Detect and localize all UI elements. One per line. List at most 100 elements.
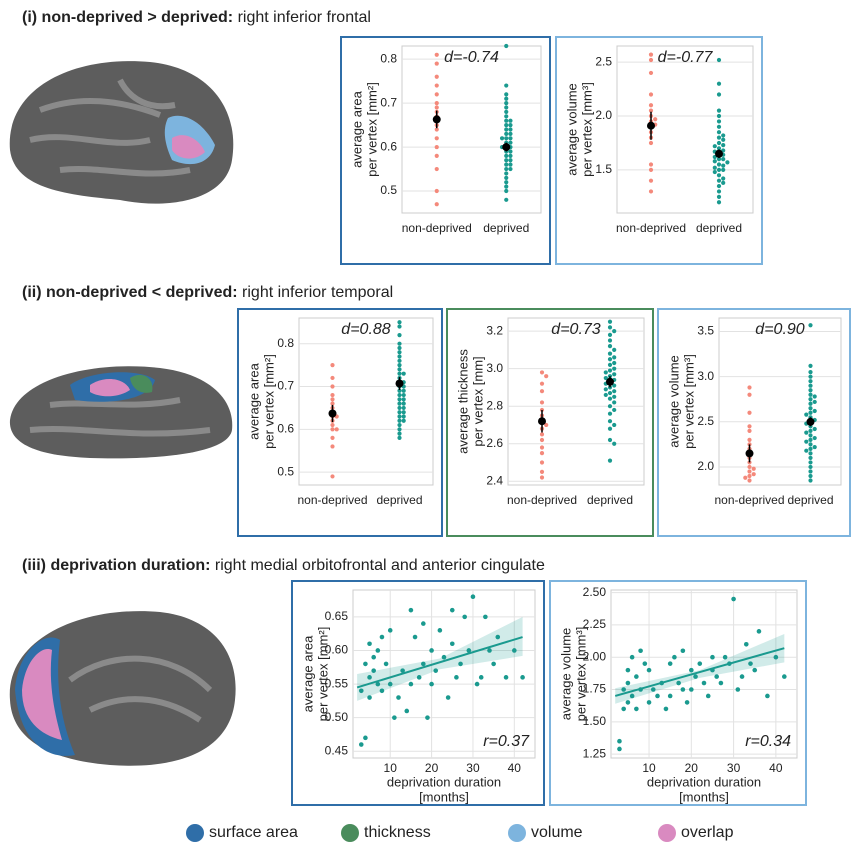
y-axis-label: per vertex [mm²] <box>364 82 379 177</box>
data-point <box>504 153 509 158</box>
y-tick-label: 2.50 <box>583 585 607 599</box>
confidence-band <box>357 616 523 701</box>
mean-marker <box>328 409 337 418</box>
data-point <box>401 397 406 402</box>
data-point <box>710 667 715 673</box>
data-point <box>808 451 813 456</box>
y-tick-label: 2.6 <box>486 436 503 450</box>
data-point <box>433 668 439 673</box>
data-point <box>508 166 513 172</box>
data-point <box>716 183 722 189</box>
x-tick-label: 30 <box>727 761 741 775</box>
data-point <box>607 411 613 416</box>
panel-frame <box>446 308 654 537</box>
data-point <box>747 464 752 470</box>
x-tick-label: 30 <box>466 761 480 775</box>
data-point <box>539 451 545 456</box>
data-point <box>434 101 439 106</box>
data-point <box>751 472 756 477</box>
data-point <box>401 418 406 423</box>
section-title: (i) non-deprived > deprived: right infer… <box>22 9 371 26</box>
data-point <box>812 394 817 399</box>
data-point <box>330 474 335 479</box>
mean-marker <box>502 143 511 152</box>
data-point <box>379 688 385 694</box>
data-point <box>721 157 726 162</box>
data-point <box>504 105 509 110</box>
data-point <box>607 368 613 373</box>
y-axis-label: average area <box>349 90 364 167</box>
data-point <box>397 414 402 419</box>
data-point <box>655 693 660 699</box>
data-point <box>379 634 385 640</box>
data-point <box>363 661 368 667</box>
data-point <box>689 687 694 692</box>
data-point <box>808 406 813 411</box>
data-point <box>334 427 339 432</box>
y-tick-label: 0.6 <box>380 139 397 153</box>
data-point <box>716 173 722 178</box>
data-point <box>397 431 402 436</box>
y-tick-label: 1.50 <box>583 714 607 728</box>
mean-marker <box>432 115 441 124</box>
data-point <box>747 437 752 442</box>
legend-swatch <box>508 824 526 842</box>
data-point <box>716 113 722 119</box>
data-point <box>429 681 434 687</box>
data-point <box>504 136 509 141</box>
data-point <box>612 383 617 388</box>
data-point <box>504 197 509 202</box>
data-point <box>612 394 617 399</box>
data-point <box>808 469 813 474</box>
data-point <box>508 118 513 123</box>
data-point <box>625 700 631 705</box>
y-tick-label: 0.8 <box>277 336 294 350</box>
data-point <box>607 396 613 401</box>
y-tick-label: 0.55 <box>325 676 349 690</box>
data-point <box>539 389 545 394</box>
data-point <box>812 435 817 441</box>
data-point <box>648 162 654 167</box>
mean-marker <box>715 149 723 158</box>
data-point <box>367 695 372 700</box>
data-point <box>735 687 741 692</box>
data-point <box>434 83 439 88</box>
data-point <box>808 446 813 451</box>
data-point <box>676 680 681 686</box>
section-text: right inferior temporal <box>242 284 393 301</box>
y-tick-label: 2.4 <box>486 473 503 487</box>
annotation: d=-0.74 <box>444 49 499 66</box>
data-point <box>401 401 406 406</box>
panel-frame <box>555 36 763 265</box>
legend-label: surface area <box>209 824 298 841</box>
mean-marker <box>395 379 404 388</box>
data-point <box>383 661 389 667</box>
legend-swatch <box>186 824 204 842</box>
data-point <box>716 189 722 194</box>
x-tick-label: 10 <box>384 761 398 775</box>
data-point <box>808 388 813 393</box>
legend-swatch <box>341 824 359 842</box>
x-tick-label: deprived <box>483 221 529 235</box>
data-point <box>401 371 406 376</box>
y-tick-label: 3.0 <box>697 369 714 383</box>
data-point <box>603 392 608 398</box>
data-point <box>397 410 402 415</box>
y-tick-label: 2.00 <box>583 649 607 663</box>
y-axis-label: per vertex [mm] <box>470 356 485 446</box>
section-title: (ii) non-deprived < deprived: right infe… <box>22 284 393 301</box>
data-point <box>499 136 505 141</box>
data-point <box>634 674 639 679</box>
data-point <box>648 178 654 183</box>
y-axis-label: per vertex [mm²] <box>315 627 330 722</box>
data-point <box>607 362 613 368</box>
data-point <box>716 146 722 151</box>
data-point <box>434 105 439 110</box>
y-axis-label: per vertex [mm²] <box>261 354 276 449</box>
data-point <box>808 401 813 406</box>
data-point <box>539 469 545 474</box>
legend-label: thickness <box>364 824 431 841</box>
data-point <box>434 74 439 79</box>
data-point <box>612 366 617 371</box>
data-point <box>478 675 484 680</box>
